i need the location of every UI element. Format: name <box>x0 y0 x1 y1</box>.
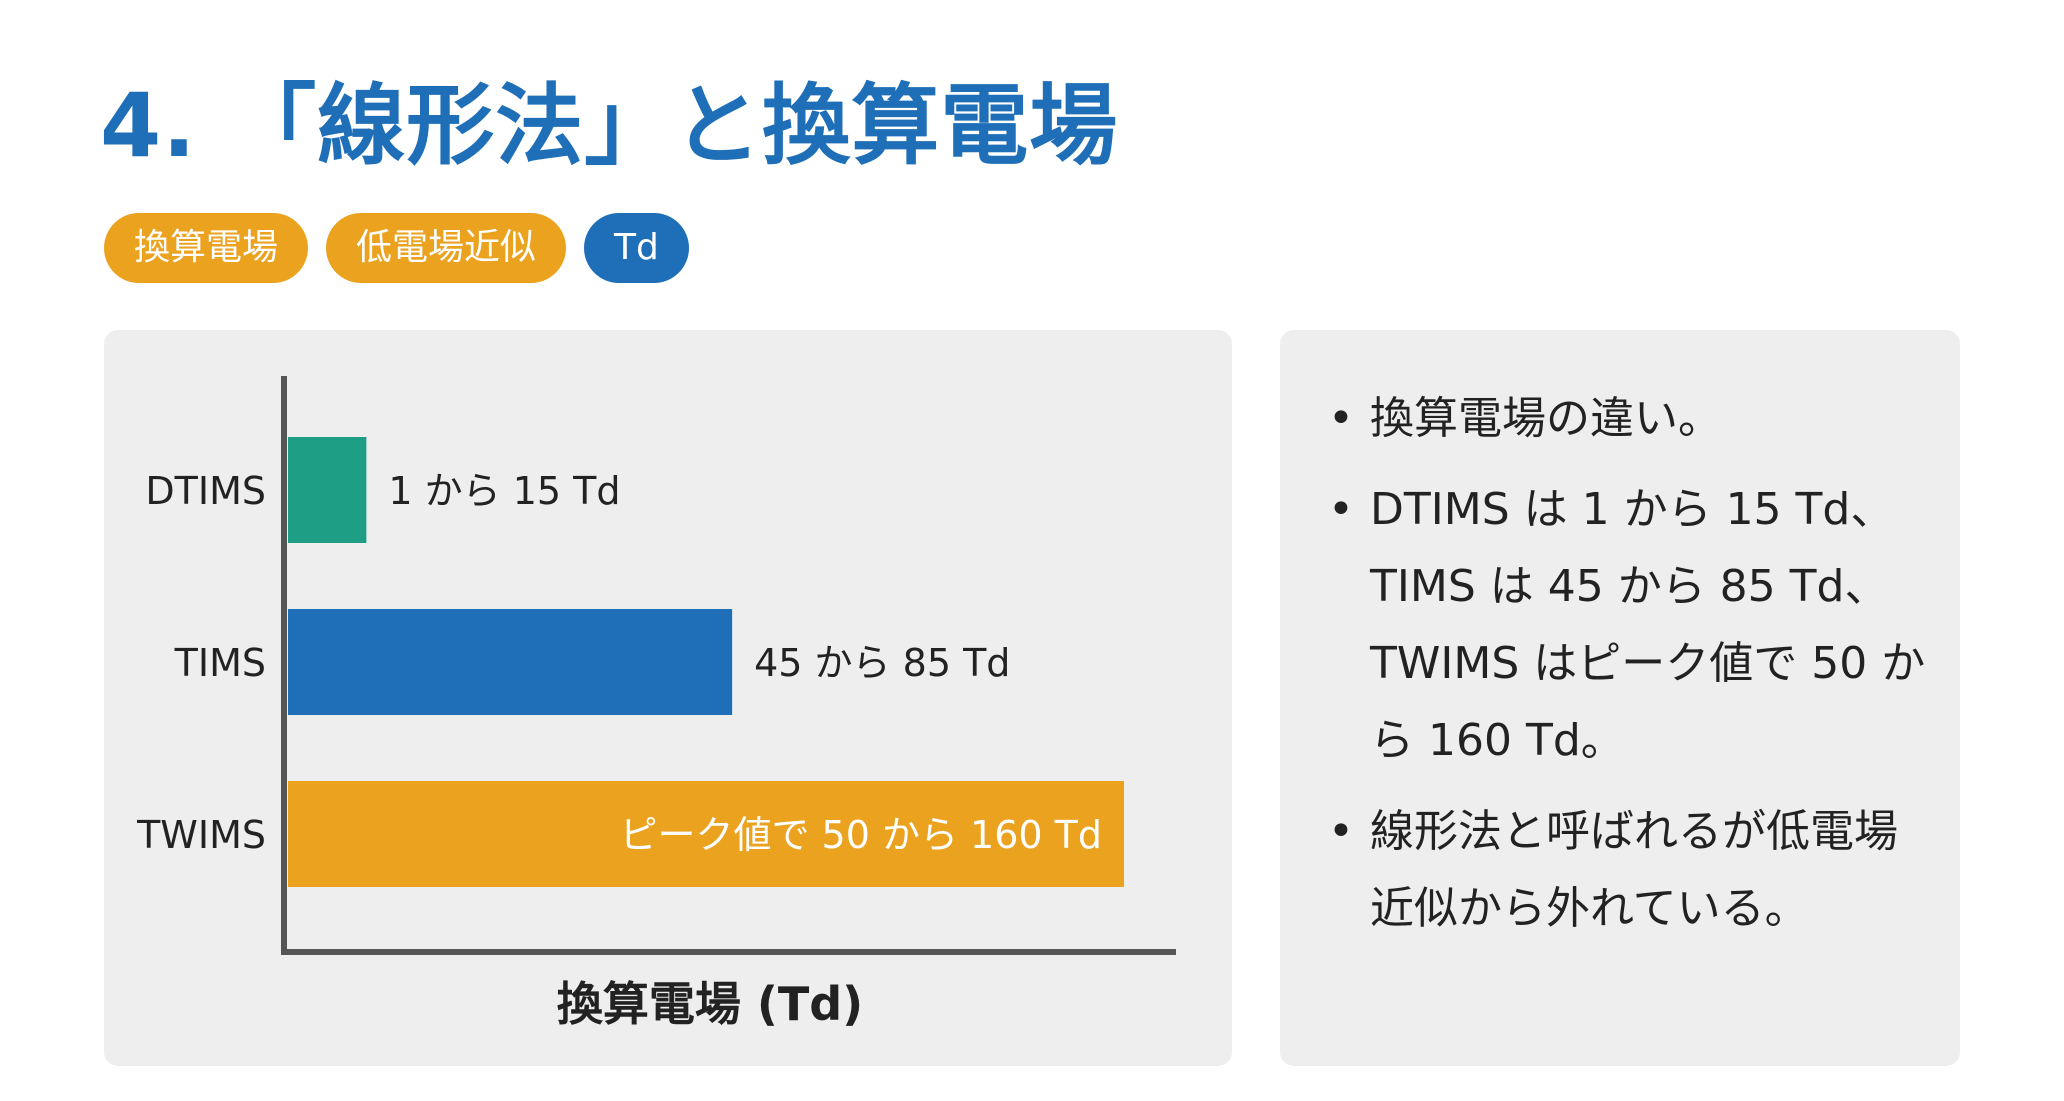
bar-chart: DTIMS 1 から 15 Td TIMS 45 から 85 Td TWIMS ピーク値で… <box>136 376 1176 1031</box>
category-label-dtims: DTIMS <box>145 469 266 513</box>
data-label-dtims: 1 から 15 Td <box>388 469 620 513</box>
bullet-item: • 線形法と呼ばれるが低電場近似から外れている。 <box>1328 793 1938 947</box>
bullet-list: • 換算電場の違い。 • DTIMS は 1 から 15 Td、TIMS は 45 … <box>1328 380 1938 961</box>
tag-low-field-approx: 低電場近似 <box>326 213 567 283</box>
data-label-tims: 45 から 85 Td <box>754 641 1010 685</box>
bar-tims <box>288 609 733 715</box>
bar-twims <box>288 781 1124 887</box>
tag-reduced-field: 換算電場 <box>104 213 309 283</box>
tag-td: Td <box>584 213 689 283</box>
x-axis-title: 換算電場 (Td) <box>557 977 863 1031</box>
bullet-dot: • <box>1328 806 1354 857</box>
bullet-item: • 換算電場の違い。 <box>1328 380 1938 457</box>
page-title: 4. 「線形法」と換算電場 <box>100 74 1119 177</box>
bullet-dot: • <box>1328 484 1354 535</box>
category-label-tims: TIMS <box>174 641 266 685</box>
bullet-item: • DTIMS は 1 から 15 Td、TIMS は 45 から 85 Td、T… <box>1328 471 1938 779</box>
data-label-twims: ピーク値で 50 から 160 Td <box>619 813 1102 857</box>
bullet-text: 線形法と呼ばれるが低電場近似から外れている。 <box>1370 806 1898 934</box>
notes-panel: • 換算電場の違い。 • DTIMS は 1 から 15 Td、TIMS は 45 … <box>1280 330 1960 1066</box>
category-label-twims: TWIMS <box>136 813 266 857</box>
bar-dtims <box>288 437 367 543</box>
bullet-dot: • <box>1328 393 1354 444</box>
tag-list: 換算電場 低電場近似 Td <box>104 213 689 283</box>
bullet-text: DTIMS は 1 から 15 Td、TIMS は 45 から 85 Td、TW… <box>1370 484 1926 766</box>
chart-panel: DTIMS 1 から 15 Td TIMS 45 から 85 Td TWIMS ピーク値で… <box>104 330 1232 1066</box>
bullet-text: 換算電場の違い。 <box>1370 393 1722 444</box>
